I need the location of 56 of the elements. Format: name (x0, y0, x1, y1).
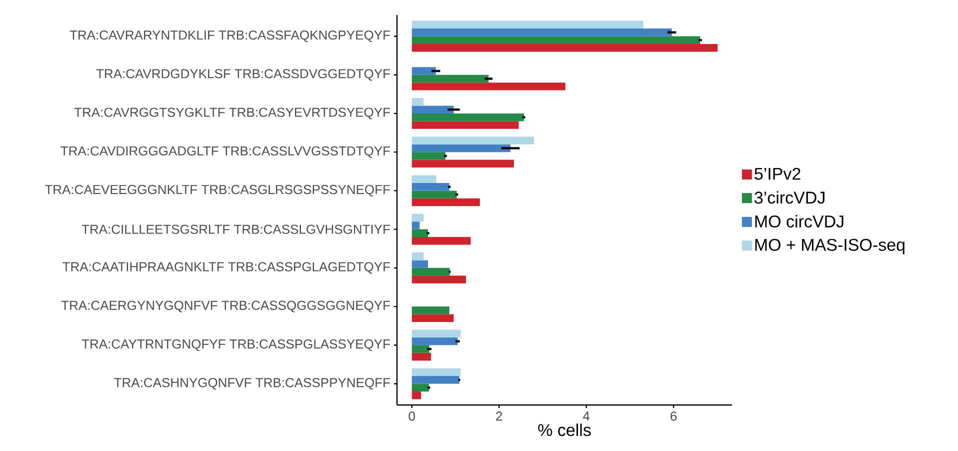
bar (412, 160, 514, 168)
bar (412, 368, 461, 376)
legend-label: MO circVDJ (755, 215, 844, 228)
bar (412, 352, 432, 361)
bar (412, 144, 510, 152)
bar (412, 222, 420, 230)
bar (412, 229, 428, 238)
bar (412, 384, 429, 392)
bar (412, 306, 450, 314)
legend-label: 5’IPv2 (754, 168, 800, 180)
bar (412, 268, 450, 276)
bar (412, 74, 489, 83)
y-tick-label: TRA:CAVRARYNTDKLIF TRB:CASSFAQKNGPYEQYF (70, 30, 390, 42)
bar (412, 345, 430, 353)
y-tick-label: TRA:CAVDIRGGGADGLTF TRB:CASSLVVGSSTDTQYF (60, 146, 390, 158)
y-tick-label: TRA:CAVRDGDYKLSF TRB:CASSDVGGEDTQYF (96, 69, 390, 81)
y-tick-label: TRA:CAATIHPRAAGNKLTF TRB:CASSPGLAGEDTQYF (62, 262, 390, 274)
bar (412, 36, 700, 44)
y-tick-label: TRA:CAEVEEGGGNKLTF TRB:CASGLRSGSPSSYNEQFF (44, 184, 390, 196)
bar (412, 330, 461, 338)
bar (412, 175, 436, 183)
y-tick-label: TRA:CAVRGGTSYGKLTF TRB:CASYEVRTDSYEQYF (74, 108, 390, 120)
bar (412, 190, 457, 198)
legend-label: MO + MAS-ISO-seq (755, 238, 904, 254)
bar (412, 391, 421, 400)
bar (412, 20, 644, 29)
bar (412, 376, 460, 384)
bar (412, 113, 524, 122)
bar (412, 106, 454, 114)
bar (412, 98, 424, 106)
x-tick-label: 2 (496, 412, 502, 421)
bar (412, 136, 534, 144)
y-tick-label: TRA:CAERGYNYGQNFVF TRB:CASSQGGSGGNEQYF (61, 300, 390, 312)
bar (412, 276, 466, 284)
bar (412, 44, 718, 52)
y-tick-label: TRA:CILLLEETSGSRLTF TRB:CASSLGVHSGNTIYF (82, 224, 390, 234)
bar (412, 252, 424, 260)
x-tick-label: 4 (582, 412, 590, 420)
x-tick-label: 6 (670, 412, 677, 421)
bar (412, 260, 428, 268)
x-tick-label: 0 (408, 412, 415, 421)
bar (412, 337, 458, 346)
bar (412, 214, 424, 222)
y-tick-label: TRA:CASHNYGQNFVF TRB:CASSPPYNEQFF (114, 378, 390, 390)
bar (412, 237, 471, 245)
legend-label: 3’circVDJ (754, 191, 824, 204)
x-axis-title: % cells (538, 424, 591, 436)
bar (412, 121, 519, 129)
bar (412, 28, 672, 36)
y-tick-label: TRA:CAYTRNTGNQFYF TRB:CASSPGLASSYEQYF (82, 339, 390, 351)
bar (412, 82, 566, 90)
bar (412, 198, 480, 206)
bar (412, 182, 450, 191)
bar (412, 67, 436, 75)
bar (412, 314, 454, 322)
bar (412, 152, 446, 160)
